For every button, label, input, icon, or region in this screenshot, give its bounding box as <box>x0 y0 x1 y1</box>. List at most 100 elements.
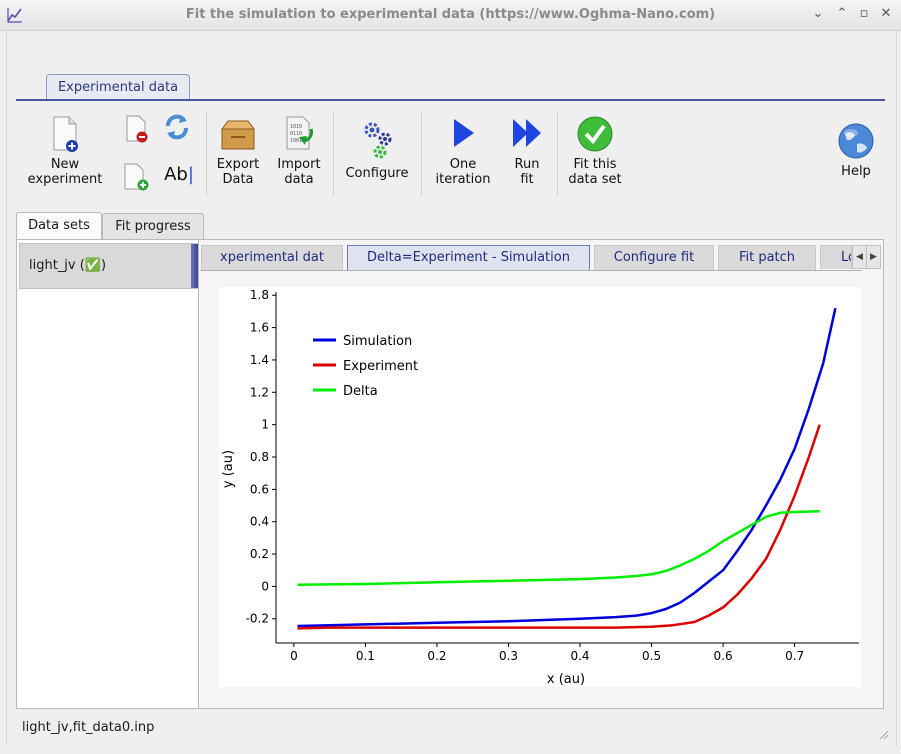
svg-text:1010: 1010 <box>290 124 302 130</box>
series-line-simulation <box>297 307 837 628</box>
restore-button[interactable]: ▫ <box>859 6 869 21</box>
x-tick-label: 0.5 <box>642 649 661 663</box>
tab-experimental-data[interactable]: Experimental data <box>46 74 190 101</box>
delete-document-icon[interactable] <box>124 114 152 144</box>
selection-bar <box>191 244 198 288</box>
y-axis-label: y (au) <box>221 450 236 488</box>
configure-label: Configure <box>345 166 409 181</box>
toolbar-separator <box>206 112 207 196</box>
fit-data-set-label-1: Fit this <box>573 157 617 172</box>
rename-button[interactable]: Ab| <box>162 164 196 186</box>
play-icon <box>454 119 474 147</box>
tab-configure-fit[interactable]: Configure fit <box>594 245 714 270</box>
plot-area: 0 0.1 0.2 0.3 0.4 0.5 0.6 0.7 -0.2 0 0.2 0.4 0.6 0.8 1… <box>219 287 861 687</box>
y-tick-label: 1.8 <box>250 288 269 302</box>
import-label-2: data <box>284 172 314 187</box>
data-sets-list: light_jv (✅) <box>16 239 200 709</box>
x-tick-label: 0.4 <box>570 649 589 663</box>
series-line-delta <box>297 509 820 587</box>
scroll-right-button[interactable]: ▶ <box>866 245 881 269</box>
help-button[interactable]: Help <box>832 122 880 179</box>
svg-text:1001: 1001 <box>290 138 302 144</box>
app-icon <box>7 8 22 23</box>
y-tick-label: 1.6 <box>250 321 269 335</box>
check-circle-icon <box>577 116 613 152</box>
x-axis-label: x (au) <box>547 672 585 687</box>
status-bar: light_jv,fit_data0.inp <box>22 720 155 735</box>
toolbar-separator <box>557 112 558 196</box>
tab-fit-patch[interactable]: Fit patch <box>718 245 816 270</box>
toolbar-separator <box>421 112 422 196</box>
y-tick-label: 0 <box>261 579 269 593</box>
import-label-1: Import <box>277 157 321 172</box>
rename-label: Ab <box>164 164 188 185</box>
one-iteration-label-1: One <box>449 157 477 172</box>
clone-document-icon[interactable] <box>122 160 152 192</box>
one-iteration-label-2: iteration <box>435 172 491 187</box>
gears-icon <box>364 122 392 159</box>
axes: 0 0.1 0.2 0.3 0.4 0.5 0.6 0.7 -0.2 0 0.2 0.4 0.6 0.8 1… <box>246 288 859 663</box>
tab-experimental-data-view[interactable]: xperimental dat <box>201 245 343 270</box>
configure-button[interactable]: Configure <box>338 120 416 181</box>
resize-grip-icon[interactable] <box>877 728 889 740</box>
export-label-1: Export <box>216 157 260 172</box>
tab-fit-progress[interactable]: Fit progress <box>102 213 204 240</box>
ribbon-divider <box>16 99 885 101</box>
text-cursor-icon: | <box>187 164 194 185</box>
x-tick-label: 0.6 <box>714 649 733 663</box>
delta-chart: 0 0.1 0.2 0.3 0.4 0.5 0.6 0.7 -0.2 0 0.2 0.4 0.6 0.8 1… <box>221 288 859 687</box>
run-fit-label-1: Run <box>514 157 540 172</box>
x-tick-label: 0.7 <box>785 649 804 663</box>
tab-logs[interactable]: Lo <box>820 245 852 269</box>
svg-text:0110: 0110 <box>290 131 302 137</box>
fast-forward-icon <box>513 119 541 147</box>
one-iteration-button[interactable]: One iteration <box>428 115 498 187</box>
legend-label: Experiment <box>343 359 418 374</box>
maximize-up-button[interactable]: ⌃ <box>836 6 848 21</box>
window-title: Fit the simulation to experimental data … <box>185 7 716 22</box>
y-tick-label: 0.4 <box>250 515 269 529</box>
series-group <box>297 307 837 630</box>
window-frame <box>6 30 897 746</box>
y-tick-label: 1.2 <box>250 385 269 399</box>
new-experiment-button[interactable]: New experiment <box>24 115 106 187</box>
data-set-label: light_jv (✅) <box>29 258 107 273</box>
y-tick-label: -0.2 <box>246 612 269 626</box>
help-label: Help <box>841 164 871 179</box>
tab-data-sets[interactable]: Data sets <box>16 212 102 239</box>
fit-data-set-label-2: data set <box>568 172 622 187</box>
toolbar-separator <box>333 112 334 196</box>
refresh-icon[interactable] <box>162 112 192 142</box>
x-tick-label: 0.1 <box>356 649 375 663</box>
tab-delta[interactable]: Delta=Experiment - Simulation <box>347 245 590 271</box>
minimize-button[interactable]: ⌄ <box>812 6 824 21</box>
y-tick-label: 1 <box>261 418 269 432</box>
run-fit-button[interactable]: Run fit <box>502 115 552 187</box>
run-fit-label-2: fit <box>520 172 534 187</box>
new-document-icon <box>53 116 78 152</box>
y-tick-label: 0.2 <box>250 547 269 561</box>
y-tick-label: 0.8 <box>250 450 269 464</box>
title-bar: Fit the simulation to experimental data … <box>0 0 901 31</box>
legend: Simulation Experiment Delta <box>313 334 418 399</box>
import-data-icon: 1010 0110 1001 <box>286 116 313 150</box>
scroll-left-button[interactable]: ◀ <box>852 245 867 269</box>
x-tick-label: 0 <box>290 649 298 663</box>
x-tick-label: 0.2 <box>427 649 446 663</box>
export-box-icon <box>221 120 255 150</box>
x-tick-label: 0.3 <box>499 649 518 663</box>
close-button[interactable]: ✕ <box>880 6 892 21</box>
import-data-button[interactable]: 1010 0110 1001 Import data <box>270 115 328 187</box>
data-set-panel: xperimental dat Delta=Experiment - Simul… <box>198 239 884 709</box>
y-tick-label: 0.6 <box>250 482 269 496</box>
export-label-2: Data <box>222 172 254 187</box>
list-item[interactable]: light_jv (✅) <box>19 243 199 289</box>
new-experiment-label-2: experiment <box>27 172 103 187</box>
fit-data-set-button[interactable]: Fit this data set <box>562 115 628 187</box>
new-experiment-label-1: New <box>50 157 80 172</box>
globe-icon <box>838 123 874 159</box>
y-tick-label: 1.4 <box>250 353 269 367</box>
series-line-experiment <box>297 424 821 630</box>
export-data-button[interactable]: Export Data <box>210 115 266 187</box>
legend-label: Delta <box>343 384 378 399</box>
